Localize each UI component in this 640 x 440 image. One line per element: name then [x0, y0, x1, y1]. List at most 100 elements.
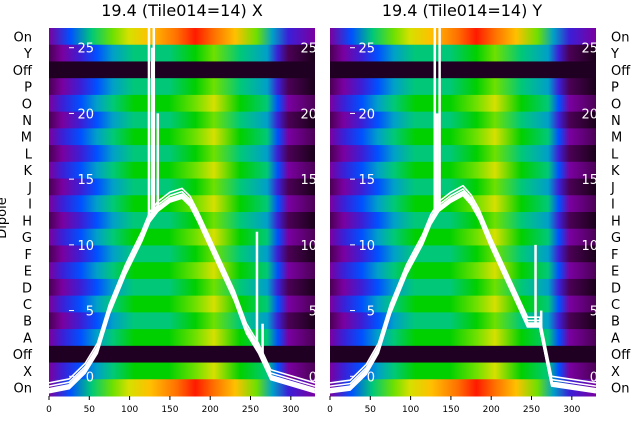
panel-y-overlay-lines	[329, 28, 597, 394]
dipole-label-left: M	[21, 131, 32, 146]
overlay-trace	[48, 190, 316, 387]
dipole-label-right: Y	[610, 47, 619, 62]
overlay-y-tick-label: 0	[86, 370, 94, 385]
overlay-y-tick-label-right: 10	[300, 239, 317, 254]
overlay-y-tick-label: 5	[86, 305, 94, 320]
heatmap-row	[49, 78, 315, 96]
x-tick-label: 200	[202, 405, 219, 415]
panel-x-overlay-y-axis: 0 0 5 5 10 10 15 15 20 20 25 25	[69, 42, 317, 385]
dipole-label-right: B	[611, 315, 620, 330]
heatmap-row	[49, 212, 315, 230]
heatmap-row	[330, 28, 596, 46]
overlay-trace	[329, 184, 597, 384]
x-tick-label: 250	[523, 405, 540, 415]
heatmap-row	[330, 329, 596, 347]
heatmap-row	[330, 61, 596, 79]
heatmap-row	[49, 329, 315, 347]
heatmap-row	[330, 212, 596, 230]
panel-y-title: 19.4 (Tile014=14) Y	[382, 1, 543, 20]
overlay-y-tick-label-right: 15	[581, 173, 598, 188]
panel-y-heatmap	[330, 28, 596, 397]
overlay-y-tick-label-right: 25	[300, 42, 317, 57]
dipole-label-right: E	[611, 265, 619, 280]
dipole-label-left: Off	[13, 64, 33, 79]
dipole-label-left: H	[22, 214, 32, 229]
x-tick-label: 50	[365, 405, 377, 415]
heatmap-row	[49, 195, 315, 213]
dipole-label-right: F	[611, 248, 618, 263]
dipole-label-left: I	[28, 198, 32, 213]
overlay-y-tick-label-right: 10	[581, 239, 598, 254]
dipole-label-left: J	[27, 181, 32, 196]
heatmap-row	[49, 44, 315, 62]
heatmap-row	[330, 145, 596, 163]
heatmap-row	[49, 111, 315, 129]
overlay-y-tick-label: 10	[77, 239, 94, 254]
dipole-label-left: F	[25, 248, 32, 263]
dipole-label-left: O	[22, 97, 32, 112]
overlay-y-tick-label: 15	[77, 173, 94, 188]
heatmap-row	[49, 94, 315, 113]
dipole-label-left: G	[22, 231, 32, 246]
x-tick-label: 200	[483, 405, 500, 415]
heatmap-row	[330, 44, 596, 62]
heatmap-row	[330, 245, 596, 263]
dipole-label-right: D	[611, 281, 621, 296]
dipole-label-left: Off	[13, 348, 33, 363]
dipole-label-right: N	[611, 114, 621, 129]
overlay-y-tick-label: 20	[77, 107, 94, 122]
dipole-label-left: A	[23, 331, 32, 346]
x-tick-label: 0	[46, 405, 52, 415]
overlay-y-tick-label: 0	[367, 370, 375, 385]
dipole-label-left: C	[23, 298, 32, 313]
overlay-y-tick-label-right: 0	[590, 370, 598, 385]
x-tick-label: 100	[402, 405, 419, 415]
panel-x: 19.4 (Tile014=14) X 0 50 100 150 200 250 300 0…	[0, 1, 317, 415]
overlay-y-tick-label: 25	[77, 42, 94, 57]
dipole-label-right: C	[611, 298, 620, 313]
dipole-label-right: J	[610, 181, 615, 196]
dipole-label-right: I	[611, 198, 615, 213]
dipole-label-right: X	[611, 365, 620, 380]
panel-x-heatmap	[49, 28, 315, 397]
overlay-y-tick-label-right: 5	[590, 305, 598, 320]
heatmap-row	[330, 345, 596, 364]
dipole-label-left: On	[14, 382, 32, 397]
dipole-label-left: On	[14, 30, 32, 45]
heatmap-row	[330, 111, 596, 129]
dipole-label-right: G	[611, 231, 621, 246]
overlay-y-tick-label: 20	[358, 107, 375, 122]
heatmap-row	[49, 161, 315, 180]
overlay-y-tick-label-right: 20	[300, 107, 317, 122]
heatmap-row	[330, 178, 596, 196]
overlay-y-tick-label-right: 20	[581, 107, 598, 122]
x-tick-label: 100	[121, 405, 138, 415]
panel-x-overlay-lines	[48, 28, 316, 394]
heatmap-row	[330, 379, 596, 397]
heatmap-row	[49, 245, 315, 263]
dipole-label-right: P	[611, 81, 619, 96]
panel-x-title: 19.4 (Tile014=14) X	[101, 1, 263, 20]
dipole-label-right: A	[611, 331, 620, 346]
dipole-label-left: E	[24, 265, 32, 280]
overlay-trace	[48, 196, 316, 393]
heatmap-row	[49, 278, 315, 297]
heatmap-row	[330, 262, 596, 280]
panel-y-overlay-y-axis: 0 0 5 5 10 10 15 15 20 20 25 25	[350, 42, 598, 385]
heatmap-row	[49, 345, 315, 364]
dipole-label-left: L	[25, 147, 33, 162]
heatmap-row	[330, 161, 596, 180]
heatmap-row	[330, 128, 596, 146]
overlay-y-tick-label-right: 0	[309, 370, 317, 385]
dipole-label-left: D	[22, 281, 32, 296]
heatmap-row	[49, 178, 315, 196]
heatmap-row	[49, 312, 315, 330]
heatmap-row	[49, 28, 315, 46]
overlay-y-tick-label-right: 15	[300, 173, 317, 188]
overlay-y-tick-label: 5	[367, 305, 375, 320]
x-tick-label: 300	[563, 405, 580, 415]
dipole-label-left: K	[23, 164, 32, 179]
panel-x-x-axis: 0 50 100 150 200 250 300	[46, 396, 300, 415]
